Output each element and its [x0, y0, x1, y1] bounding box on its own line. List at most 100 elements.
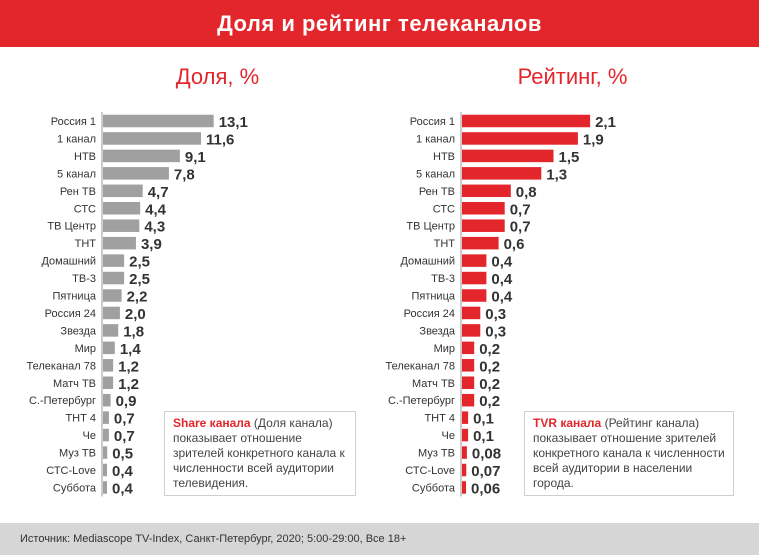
- share-bar: [103, 341, 115, 355]
- footer-bar: Источник: Mediascope TV-Index, Санкт-Пет…: [0, 523, 759, 555]
- rating-chart-title: Рейтинг, %: [517, 64, 628, 89]
- share-bar: [103, 271, 125, 285]
- rating-value-label: 0,6: [504, 236, 525, 253]
- share-category-label: Россия 24: [45, 308, 96, 320]
- share-definition-text: (Доля канала) показывает отношение зрите…: [173, 416, 345, 490]
- share-category-label: ТВ-3: [72, 273, 96, 285]
- rating-value-label: 0,2: [479, 376, 500, 393]
- share-category-label: Матч ТВ: [53, 378, 96, 390]
- share-value-label: 2,2: [127, 289, 148, 306]
- share-value-label: 2,0: [125, 306, 146, 323]
- rating-value-label: 0,3: [485, 306, 506, 323]
- share-category-label: Суббота: [53, 482, 97, 494]
- header-banner: Доля и рейтинг телеканалов: [0, 0, 759, 47]
- rating-bar-chart: Россия 1 2,1 1 канал 1,9 НТВ 1,5 5 канал 1,3 Рен…: [386, 112, 616, 497]
- share-category-label: Россия 1: [51, 116, 96, 128]
- share-value-label: 4,4: [145, 201, 167, 218]
- rating-bar: [462, 411, 469, 424]
- share-category-label: ТНТ: [75, 238, 97, 250]
- share-bar: [103, 132, 202, 145]
- share-category-label: 5 канал: [57, 168, 96, 180]
- rating-value-label: 0,4: [491, 289, 513, 306]
- rating-value-label: 0,2: [479, 341, 500, 358]
- rating-value-label: 0,2: [479, 393, 500, 410]
- rating-value-label: 0,7: [510, 201, 531, 218]
- rating-value-label: 1,3: [546, 166, 567, 183]
- rating-term: TVR канала: [533, 416, 602, 430]
- share-category-label: Рен ТВ: [60, 186, 96, 198]
- share-category-label: Муз ТВ: [59, 448, 96, 460]
- rating-category-label: Пятница: [411, 291, 455, 303]
- rating-bar: [462, 132, 578, 145]
- share-bar: [103, 167, 169, 180]
- share-value-label: 1,8: [123, 323, 144, 340]
- rating-category-label: Матч ТВ: [412, 378, 455, 390]
- share-bar: [103, 202, 141, 215]
- rating-bar: [462, 149, 554, 163]
- share-category-label: Пятница: [52, 291, 96, 303]
- share-category-label: Че: [83, 430, 96, 442]
- rating-bar: [462, 341, 475, 355]
- share-category-label: СТС: [74, 203, 96, 215]
- rating-category-label: НТВ: [433, 151, 455, 163]
- share-bar: [103, 289, 122, 302]
- share-category-label: 1 канал: [57, 133, 96, 145]
- share-bar: [103, 324, 119, 337]
- rating-definition-text: (Рейтинг канала) показывает отношение зр…: [533, 416, 725, 490]
- rating-value-label: 1,5: [559, 149, 580, 166]
- rating-bar: [462, 376, 475, 389]
- share-category-label: Звезда: [60, 325, 96, 337]
- rating-value-label: 0,4: [491, 254, 513, 271]
- share-bar: [103, 236, 136, 250]
- rating-value-label: 2,1: [595, 114, 616, 131]
- share-value-label: 4,3: [144, 219, 165, 236]
- share-value-label: 2,5: [129, 271, 150, 288]
- share-bar: [103, 184, 143, 198]
- rating-bar: [462, 393, 475, 407]
- share-bar: [103, 481, 107, 494]
- rating-definition-note: TVR канала (Рейтинг канала) показывает о…: [524, 411, 734, 496]
- rating-category-label: ТНТ 4: [424, 413, 455, 425]
- share-chart-title: Доля, %: [175, 64, 260, 89]
- share-category-label: НТВ: [74, 151, 96, 163]
- share-bar: [103, 393, 111, 407]
- share-bar: [103, 114, 214, 128]
- share-category-label: ТВ Центр: [47, 221, 96, 233]
- share-definition-note: Share канала (Доля канала) показывает от…: [164, 411, 356, 496]
- rating-bar: [462, 184, 511, 198]
- share-category-label: С.-Петербург: [29, 395, 96, 407]
- share-value-label: 0,4: [112, 480, 134, 497]
- share-value-label: 0,4: [112, 463, 134, 480]
- rating-bar: [462, 463, 467, 477]
- share-value-label: 1,2: [118, 358, 139, 375]
- rating-category-label: Мир: [434, 343, 455, 355]
- rating-category-label: С.-Петербург: [388, 395, 455, 407]
- share-value-label: 7,8: [174, 166, 195, 183]
- rating-value-label: 0,1: [473, 411, 494, 428]
- rating-bar: [462, 481, 466, 494]
- share-bar: [103, 219, 140, 232]
- rating-bar: [462, 202, 505, 215]
- share-bar: [103, 376, 114, 389]
- share-value-label: 0,9: [116, 393, 137, 410]
- share-bar: [103, 411, 109, 424]
- rating-category-label: Телеканал 78: [386, 360, 455, 372]
- share-bar: [103, 428, 109, 442]
- rating-bar: [462, 114, 591, 128]
- rating-value-label: 0,3: [485, 323, 506, 340]
- rating-value-label: 1,9: [583, 131, 604, 148]
- rating-category-label: 1 канал: [416, 133, 455, 145]
- share-bar-chart: Россия 1 13,1 1 канал 11,6 НТВ 9,1 5 канал 7,8 Р…: [27, 112, 248, 497]
- rating-value-label: 0,1: [473, 428, 494, 445]
- rating-value-label: 0,4: [491, 271, 513, 288]
- rating-category-label: 5 канал: [416, 168, 455, 180]
- rating-bar: [462, 271, 487, 285]
- share-bar: [103, 463, 107, 477]
- share-bar: [103, 446, 108, 459]
- rating-bar: [462, 324, 481, 337]
- share-bar: [103, 149, 180, 163]
- rating-bar: [462, 428, 469, 442]
- rating-category-label: СТС-Love: [405, 465, 455, 477]
- share-value-label: 1,4: [120, 341, 142, 358]
- rating-bar: [462, 219, 505, 232]
